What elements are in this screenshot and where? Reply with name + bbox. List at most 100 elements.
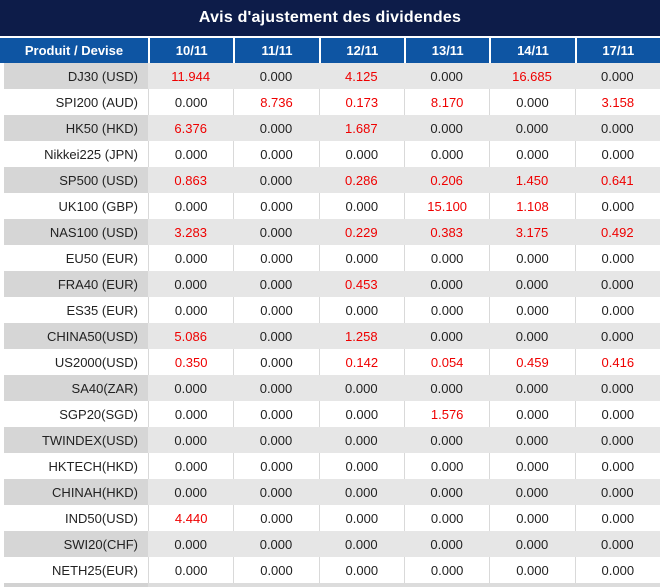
value-cell: 0.000 [233,271,319,297]
value-cell: 8.170 [403,89,490,115]
product-cell: SA40(ZAR) [0,375,148,401]
value-cell: 0.000 [574,375,660,401]
table-row: HK50 (HKD) 6.376 0.000 1.687 0.000 0.000… [0,115,660,141]
value-cell: 0.000 [403,531,490,557]
value-cell: 0.000 [574,401,660,427]
product-cell: SP500 (USD) [0,167,148,193]
table-row: NAS100 (USD) 3.283 0.000 0.229 0.383 3.1… [0,219,660,245]
value-cell: 0.286 [318,167,404,193]
value-cell: 0.000 [233,531,319,557]
value-cell: 0.000 [233,427,319,453]
product-cell: SPI200 (AUD) [0,89,148,115]
value-cell: 0.000 [233,167,319,193]
value-cell: 0.000 [233,297,319,323]
product-cell: US2000(USD) [0,349,148,375]
value-cell: 0.000 [574,557,660,583]
value-cell: 0.000 [318,401,404,427]
column-header-date-6: 17/11 [574,38,660,63]
value-cell: 0.000 [233,219,319,245]
product-cell: EU50 (EUR) [0,245,148,271]
value-cell: 0.000 [148,141,234,167]
product-cell: SGP20(SGD) [0,401,148,427]
value-cell: 0.000 [403,557,490,583]
value-cell: 0.000 [403,271,490,297]
title-separator [0,36,660,38]
product-cell: TWINDEX(USD) [0,427,148,453]
value-cell: 0.000 [489,323,575,349]
value-cell: 0.000 [489,479,575,505]
table-row: SA40(ZAR) 0.000 0.000 0.000 0.000 0.000 … [0,375,660,401]
value-cell: 0.000 [233,115,319,141]
value-cell: 0.000 [403,505,490,531]
table-row: Nikkei225 (JPN) 0.000 0.000 0.000 0.000 … [0,141,660,167]
value-cell: 11.944 [148,63,234,89]
value-cell: 0.229 [318,219,404,245]
value-cell: 0.000 [489,115,575,141]
value-cell: 0.000 [574,531,660,557]
value-cell: 0.000 [233,245,319,271]
product-cell: CHINAH(HKD) [0,479,148,505]
value-cell: 1.450 [489,167,575,193]
product-cell: DJ30 (USD) [0,63,148,89]
product-cell: NETH25(EUR) [0,557,148,583]
value-cell: 0.000 [489,557,575,583]
value-cell: 1.576 [403,401,490,427]
value-cell: 0.000 [318,427,404,453]
value-cell: 0.000 [489,297,575,323]
value-cell: 0.000 [233,349,319,375]
table-row: FRA40 (EUR) 0.000 0.000 0.453 0.000 0.00… [0,271,660,297]
value-cell: 0.054 [403,349,490,375]
value-cell: 0.000 [574,63,660,89]
column-header-date-5: 14/11 [489,38,574,63]
table-row: US2000(USD) 0.350 0.000 0.142 0.054 0.45… [0,349,660,375]
value-cell: 0.000 [574,479,660,505]
value-cell: 0.000 [403,115,490,141]
value-cell: 0.000 [148,427,234,453]
bottom-edge-values [148,583,660,587]
value-cell: 1.258 [318,323,404,349]
value-cell: 0.000 [403,245,490,271]
column-header-date-4: 13/11 [403,38,489,63]
value-cell: 3.175 [489,219,575,245]
value-cell: 0.000 [489,531,575,557]
table-row: HKTECH(HKD) 0.000 0.000 0.000 0.000 0.00… [0,453,660,479]
value-cell: 0.000 [489,89,575,115]
value-cell: 4.125 [318,63,404,89]
value-cell: 0.453 [318,271,404,297]
table-row: TWINDEX(USD) 0.000 0.000 0.000 0.000 0.0… [0,427,660,453]
value-cell: 0.000 [489,245,575,271]
product-cell: UK100 (GBP) [0,193,148,219]
value-cell: 0.000 [489,453,575,479]
value-cell: 0.000 [148,557,234,583]
value-cell: 0.000 [233,557,319,583]
value-cell: 0.000 [318,193,404,219]
value-cell: 0.000 [574,245,660,271]
value-cell: 0.000 [233,505,319,531]
table-header-row: Produit / Devise 10/11 11/11 12/11 13/11… [0,38,660,63]
value-cell: 0.000 [403,375,490,401]
value-cell: 0.000 [318,557,404,583]
value-cell: 0.000 [574,141,660,167]
product-cell: HK50 (HKD) [0,115,148,141]
value-cell: 0.492 [574,219,660,245]
value-cell: 0.000 [148,453,234,479]
product-cell: FRA40 (EUR) [0,271,148,297]
value-cell: 0.000 [233,375,319,401]
value-cell: 0.000 [148,297,234,323]
table-row: SPI200 (AUD) 0.000 8.736 0.173 8.170 0.0… [0,89,660,115]
page-title: Avis d'ajustement des dividendes [0,0,660,36]
value-cell: 0.000 [318,505,404,531]
value-cell: 0.416 [574,349,660,375]
value-cell: 0.000 [489,401,575,427]
product-cell: IND50(USD) [0,505,148,531]
table-row: ES35 (EUR) 0.000 0.000 0.000 0.000 0.000… [0,297,660,323]
table-row: SGP20(SGD) 0.000 0.000 0.000 1.576 0.000… [0,401,660,427]
value-cell: 0.000 [574,505,660,531]
table-row: UK100 (GBP) 0.000 0.000 0.000 15.100 1.1… [0,193,660,219]
product-cell: SWI20(CHF) [0,531,148,557]
value-cell: 5.086 [148,323,234,349]
value-cell: 0.000 [148,479,234,505]
value-cell: 0.000 [403,141,490,167]
value-cell: 6.376 [148,115,234,141]
